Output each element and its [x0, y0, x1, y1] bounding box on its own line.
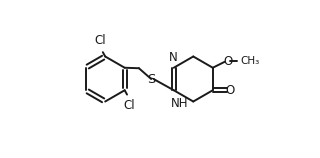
Text: CH₃: CH₃: [240, 56, 260, 67]
Text: Cl: Cl: [94, 34, 106, 48]
Text: O: O: [226, 84, 235, 97]
Text: N: N: [168, 51, 177, 64]
Text: S: S: [147, 73, 156, 85]
Text: Cl: Cl: [124, 99, 135, 112]
Text: NH: NH: [171, 97, 188, 110]
Text: O: O: [223, 55, 233, 68]
